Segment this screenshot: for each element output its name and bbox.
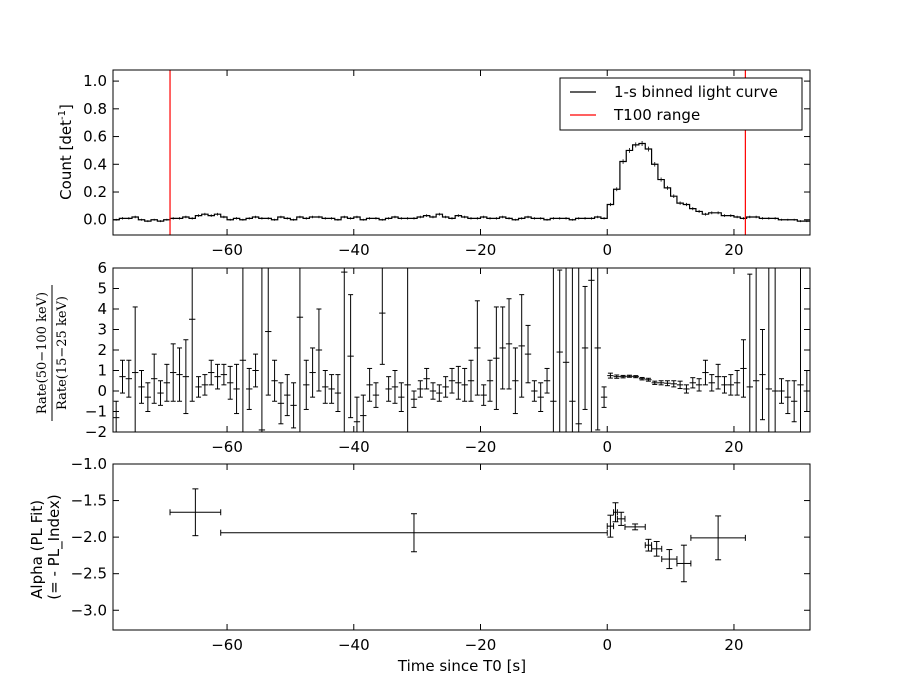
alpha-ytick-label: −2.0 [71, 528, 107, 546]
legend-label-light-curve: 1-s binned light curve [614, 83, 778, 101]
light-curve-ylabel-sup: -1 [57, 110, 68, 120]
alpha-ytick-label: −1.0 [71, 455, 107, 473]
hardness-ratio-frame [112, 267, 811, 433]
light-curve-xtick-label: −40 [338, 241, 370, 259]
alpha-ytick-label: −2.5 [71, 565, 107, 583]
light-curve-xtick-label: 0 [602, 241, 612, 259]
hardness-ratio-ytick-label: 3 [97, 321, 107, 339]
legend-box [559, 77, 803, 131]
hardness-ratio-ytick-label: −2 [85, 423, 107, 441]
hardness-ratio-xtick-label: −20 [465, 438, 497, 456]
alpha-xtick-label: 0 [602, 636, 612, 654]
hardness-ratio-ticks: −60 −40 −20 0 20 −2 −1 0 1 2 3 4 5 6 [85, 259, 810, 456]
hardness-ratio-ytick-label: 5 [97, 280, 107, 298]
hardness-ratio-ytick-label: 4 [97, 300, 107, 318]
hardness-ratio-ytick-label: 2 [97, 341, 107, 359]
alpha-xtick-label: −40 [338, 636, 370, 654]
hardness-ratio-ytick-label: −1 [85, 403, 107, 421]
alpha-xtick-label: 20 [724, 636, 743, 654]
light-curve-ytick-label: 1.0 [83, 72, 107, 90]
hardness-ratio-xtick-label: −40 [338, 438, 370, 456]
legend-label-t100: T100 range [613, 106, 700, 124]
hardness-ratio-ylabel: Rate(50−100 keV) Rate(15−25 keV) [35, 285, 70, 421]
legend: 1-s binned light curve T100 range [559, 77, 803, 131]
alpha-panel: −60 −40 −20 0 20 −3.0 −2.5 −2.0 −1.5 −1.0 Alpha (… [28, 455, 811, 675]
alpha-xtick-label: −20 [465, 636, 497, 654]
hardness-ratio-xtick-label: 0 [602, 438, 612, 456]
light-curve-ytick-label: 0.8 [83, 100, 107, 118]
hardness-ratio-ytick-label: 6 [97, 259, 107, 277]
light-curve-ticks: −60 −40 −20 0 20 0.0 0.2 0.4 0.6 0.8 1.0 [83, 70, 810, 259]
alpha-ylabel: Alpha (PL Fit) (= - PL_Index) [28, 494, 64, 599]
hardness-ratio-xtick-label: 20 [724, 438, 743, 456]
light-curve-ylabel-main: Count [det [57, 120, 75, 200]
alpha-ylabel-line1: Alpha (PL Fit) [28, 500, 46, 599]
light-curve-ylabel-end: ] [57, 104, 75, 110]
light-curve-ytick-label: 0.6 [83, 128, 107, 146]
light-curve-ylabel: Count [det-1] [57, 104, 75, 200]
light-curve-xtick-label: 20 [724, 241, 743, 259]
light-curve-panel: −60 −40 −20 0 20 0.0 0.2 0.4 0.6 0.8 1.0 Count [de… [57, 69, 811, 259]
hardness-ratio-panel: −60 −40 −20 0 20 −2 −1 0 1 2 3 4 5 6 Rate(50−100 keV)… [35, 259, 811, 456]
alpha-points [169, 488, 746, 583]
alpha-xtick-label: −60 [211, 636, 243, 654]
alpha-ylabel-line2: (= - PL_Index) [45, 494, 64, 599]
hardness-ratio-ylabel-denominator: Rate(15−25 keV) [55, 296, 70, 410]
alpha-ticks: −60 −40 −20 0 20 −3.0 −2.5 −2.0 −1.5 −1.0 [71, 455, 810, 654]
light-curve-frame [112, 69, 811, 236]
light-curve-xtick-label: −60 [211, 241, 243, 259]
alpha-ytick-label: −3.0 [71, 601, 107, 619]
hardness-ratio-xtick-label: −60 [211, 438, 243, 456]
alpha-ytick-label: −1.5 [71, 492, 107, 510]
light-curve-ytick-label: 0.0 [83, 211, 107, 229]
hardness-ratio-points [113, 268, 810, 432]
light-curve-line [113, 142, 810, 222]
x-axis-label: Time since T0 [s] [397, 657, 526, 675]
light-curve-xtick-label: −20 [465, 241, 497, 259]
hardness-ratio-ylabel-numerator: Rate(50−100 keV) [35, 292, 50, 414]
alpha-frame [112, 463, 811, 631]
hardness-ratio-ytick-label: 1 [97, 362, 107, 380]
hardness-ratio-ytick-label: 0 [97, 382, 107, 400]
light-curve-ytick-label: 0.4 [83, 155, 107, 173]
light-curve-ytick-label: 0.2 [83, 183, 107, 201]
